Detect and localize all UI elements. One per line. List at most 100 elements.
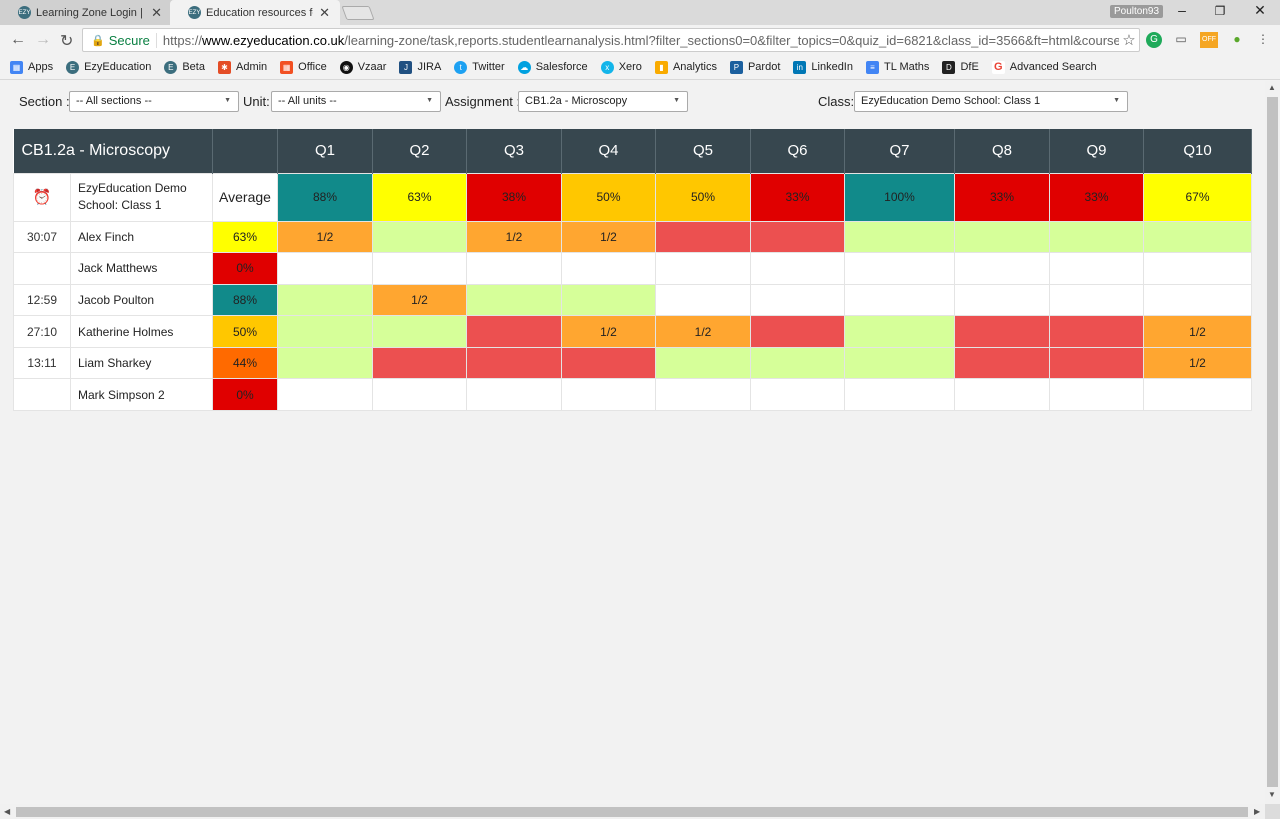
question-result-cell[interactable] bbox=[466, 252, 562, 285]
window-close-icon[interactable]: ✕ bbox=[1254, 2, 1266, 18]
question-result-cell[interactable] bbox=[1143, 283, 1252, 317]
question-result-cell[interactable] bbox=[750, 378, 845, 412]
cast-icon[interactable]: ▭ bbox=[1175, 32, 1187, 46]
question-result-cell[interactable] bbox=[954, 378, 1050, 412]
bookmark-item[interactable]: ▮ Analytics bbox=[654, 60, 717, 74]
bookmark-item[interactable]: x Xero bbox=[600, 60, 642, 74]
question-header[interactable]: Q6 bbox=[750, 129, 845, 173]
question-header[interactable]: Q4 bbox=[561, 129, 656, 173]
question-result-cell[interactable] bbox=[954, 283, 1050, 317]
question-result-cell[interactable] bbox=[1049, 252, 1144, 285]
question-result-cell[interactable] bbox=[844, 346, 955, 380]
reload-icon[interactable]: ↻ bbox=[60, 33, 74, 50]
question-result-cell[interactable] bbox=[655, 346, 751, 380]
question-result-cell[interactable] bbox=[844, 378, 955, 412]
question-result-cell[interactable] bbox=[372, 252, 467, 285]
student-row[interactable]: Mark Simpson 2 0% bbox=[13, 378, 1252, 412]
question-result-cell[interactable] bbox=[750, 252, 845, 285]
question-result-cell[interactable] bbox=[954, 346, 1050, 380]
question-result-cell[interactable] bbox=[561, 252, 656, 285]
question-result-cell[interactable] bbox=[372, 315, 467, 348]
student-row[interactable]: 30:07 Alex Finch 63% 1/2 1/2 1/2 bbox=[13, 220, 1252, 254]
question-result-cell[interactable]: 1/2 bbox=[561, 315, 656, 348]
question-result-cell[interactable] bbox=[466, 346, 562, 380]
restore-icon[interactable]: ❐ bbox=[1214, 4, 1226, 18]
horizontal-scroll-thumb[interactable] bbox=[16, 807, 1248, 817]
question-result-cell[interactable] bbox=[1143, 252, 1252, 285]
android-extension-icon[interactable]: ● bbox=[1233, 32, 1241, 46]
new-tab-button[interactable] bbox=[341, 6, 375, 20]
assignment-select[interactable]: CB1.2a - Microscopy ▼ bbox=[518, 91, 688, 112]
profile-button[interactable]: Poulton93 bbox=[1110, 5, 1164, 18]
bookmark-item[interactable]: D DfE bbox=[942, 60, 979, 74]
bookmark-item[interactable]: ☁ Salesforce bbox=[517, 60, 588, 74]
scroll-up-icon[interactable]: ▲ bbox=[1268, 83, 1276, 92]
question-result-cell[interactable] bbox=[277, 346, 373, 380]
extension-off-icon[interactable]: OFF bbox=[1200, 32, 1218, 48]
question-result-cell[interactable] bbox=[655, 378, 751, 412]
menu-kebab-icon[interactable]: ⋮ bbox=[1257, 32, 1269, 46]
question-header[interactable]: Q1 bbox=[277, 129, 373, 173]
student-name[interactable]: Alex Finch bbox=[70, 220, 213, 254]
bookmark-item[interactable]: t Twitter bbox=[454, 60, 505, 74]
vertical-scrollbar[interactable]: ▲ ▼ bbox=[1265, 81, 1280, 804]
student-name[interactable]: Liam Sharkey bbox=[70, 346, 213, 380]
question-header[interactable]: Q9 bbox=[1049, 129, 1144, 173]
question-result-cell[interactable] bbox=[1143, 378, 1252, 412]
minimize-icon[interactable]: – bbox=[1178, 2, 1186, 18]
question-result-cell[interactable] bbox=[561, 378, 656, 412]
scroll-left-icon[interactable]: ◀ bbox=[4, 807, 11, 816]
close-tab-icon[interactable]: ✕ bbox=[319, 4, 330, 20]
bookmark-item[interactable]: in LinkedIn bbox=[793, 60, 853, 74]
student-name[interactable]: Mark Simpson 2 bbox=[70, 378, 213, 412]
student-row[interactable]: 27:10 Katherine Holmes 50% 1/2 1/2 1/2 bbox=[13, 315, 1252, 348]
address-bar[interactable]: 🔒 Secure https://www.ezyeducation.co.uk/… bbox=[82, 28, 1140, 52]
bookmark-star-icon[interactable]: ☆ bbox=[1122, 32, 1136, 49]
question-header[interactable]: Q3 bbox=[466, 129, 562, 173]
question-result-cell[interactable] bbox=[277, 252, 373, 285]
tab-learning-zone-login[interactable]: EZY Learning Zone Login | Ezy ✕ bbox=[0, 0, 172, 25]
question-result-cell[interactable] bbox=[954, 252, 1050, 285]
question-result-cell[interactable]: 1/2 bbox=[277, 220, 373, 254]
question-result-cell[interactable] bbox=[750, 283, 845, 317]
bookmark-item[interactable]: ≡ TL Maths bbox=[865, 60, 929, 74]
bookmark-item[interactable]: J JIRA bbox=[399, 60, 441, 74]
question-result-cell[interactable] bbox=[844, 283, 955, 317]
question-result-cell[interactable] bbox=[277, 283, 373, 317]
question-result-cell[interactable] bbox=[372, 378, 467, 412]
student-row[interactable]: 13:11 Liam Sharkey 44% 1/2 bbox=[13, 346, 1252, 380]
question-result-cell[interactable] bbox=[655, 283, 751, 317]
bookmark-item[interactable]: G Advanced Search bbox=[991, 60, 1097, 74]
question-result-cell[interactable] bbox=[750, 315, 845, 348]
question-result-cell[interactable] bbox=[466, 378, 562, 412]
question-result-cell[interactable]: 1/2 bbox=[1143, 315, 1252, 348]
grammarly-icon[interactable]: G bbox=[1146, 32, 1162, 48]
question-result-cell[interactable] bbox=[466, 283, 562, 317]
student-row[interactable]: Jack Matthews 0% bbox=[13, 252, 1252, 285]
question-result-cell[interactable] bbox=[1049, 283, 1144, 317]
question-result-cell[interactable] bbox=[372, 346, 467, 380]
question-result-cell[interactable]: 1/2 bbox=[561, 220, 656, 254]
question-header[interactable]: Q7 bbox=[844, 129, 955, 173]
question-result-cell[interactable] bbox=[844, 252, 955, 285]
question-result-cell[interactable] bbox=[954, 315, 1050, 348]
bookmark-item[interactable]: P Pardot bbox=[729, 60, 780, 74]
question-result-cell[interactable]: 1/2 bbox=[466, 220, 562, 254]
question-result-cell[interactable]: 1/2 bbox=[1143, 346, 1252, 380]
question-result-cell[interactable] bbox=[655, 220, 751, 254]
scroll-right-icon[interactable]: ▶ bbox=[1254, 807, 1261, 816]
student-name[interactable]: Jacob Poulton bbox=[70, 283, 213, 317]
back-arrow-icon[interactable]: ← bbox=[10, 31, 26, 48]
bookmark-item[interactable]: ▦ Office bbox=[280, 60, 327, 74]
question-result-cell[interactable] bbox=[1049, 220, 1144, 254]
question-result-cell[interactable]: 1/2 bbox=[372, 283, 467, 317]
question-result-cell[interactable] bbox=[750, 346, 845, 380]
question-result-cell[interactable] bbox=[954, 220, 1050, 254]
bookmark-item[interactable]: ▦ Apps bbox=[10, 60, 53, 74]
question-result-cell[interactable] bbox=[1049, 315, 1144, 348]
question-header[interactable]: Q5 bbox=[655, 129, 751, 173]
question-result-cell[interactable] bbox=[561, 283, 656, 317]
question-result-cell[interactable] bbox=[277, 315, 373, 348]
student-name[interactable]: Jack Matthews bbox=[70, 252, 213, 285]
question-result-cell[interactable] bbox=[561, 346, 656, 380]
